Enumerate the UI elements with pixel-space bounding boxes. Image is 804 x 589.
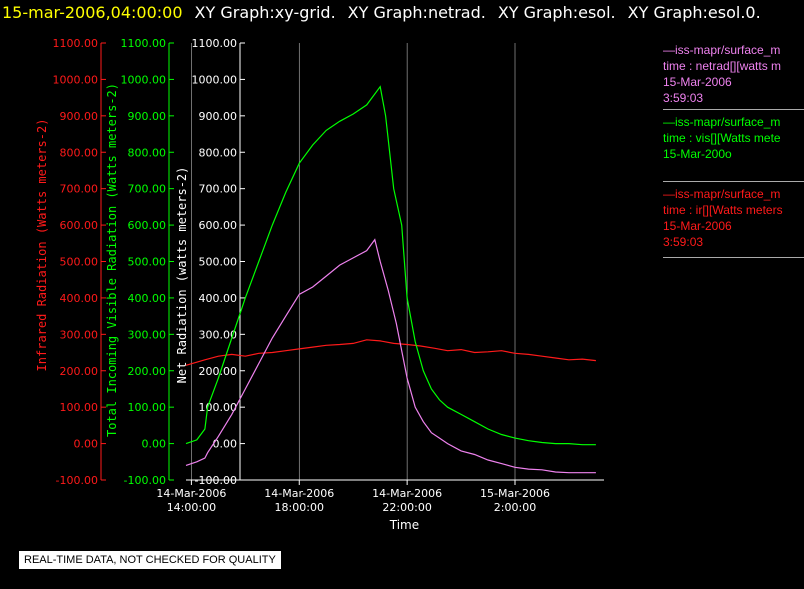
y-tick-label-vis-3: 200.00 bbox=[128, 365, 167, 378]
legend-netrad-line-2: time : netrad[][watts m bbox=[663, 59, 782, 73]
legend-ir: —iss-mapr/surface_m time : ir[][Watts me… bbox=[663, 186, 804, 258]
x-tick-label-time-2: 22:00:00 bbox=[382, 501, 431, 514]
legend-vis-line-1: —iss-mapr/surface_m bbox=[663, 115, 781, 129]
y-tick-label-ir-3: 200.00 bbox=[60, 365, 99, 378]
title-graph-xy-grid: XY Graph:xy-grid. bbox=[194, 3, 336, 22]
legend-ir-line-2: time : ir[][Watts meters bbox=[663, 203, 783, 217]
title-graph-esol-0: XY Graph:esol.0. bbox=[627, 3, 761, 22]
legend-ir-line-3: 15-Mar-2006 bbox=[663, 219, 732, 233]
y-tick-label-net-12: 1100.00 bbox=[192, 37, 238, 50]
y-tick-label-net-1: 0.00 bbox=[213, 438, 238, 451]
y-tick-label-ir-0: -100.00 bbox=[56, 474, 98, 487]
y-tick-label-vis-7: 600.00 bbox=[128, 219, 167, 232]
y-tick-label-vis-4: 300.00 bbox=[128, 328, 167, 341]
legend-vis: —iss-mapr/surface_m time : vis[][Watts m… bbox=[663, 114, 804, 182]
y-tick-label-vis-12: 1100.00 bbox=[121, 37, 167, 50]
series-line-ir bbox=[185, 339, 596, 366]
y-tick-label-vis-9: 800.00 bbox=[128, 146, 167, 159]
y-tick-label-vis-10: 900.00 bbox=[128, 110, 167, 123]
legend-netrad-line-3: 15-Mar-2006 bbox=[663, 75, 732, 89]
y-tick-label-net-3: 200.00 bbox=[199, 365, 238, 378]
x-axis-title: Time bbox=[389, 518, 419, 532]
legend-netrad-line-4: 3:59:03 bbox=[663, 91, 704, 105]
title-bar: 15-mar-2006,04:00:00 XY Graph:xy-grid. XY … bbox=[0, 0, 804, 26]
y-axis-title-net: Net Radiation (watts meters-2) bbox=[175, 167, 189, 384]
legend-ir-line-4: 3:59:03 bbox=[663, 235, 704, 249]
y-tick-label-net-5: 400.00 bbox=[199, 292, 238, 305]
y-tick-label-net-10: 900.00 bbox=[199, 110, 238, 123]
legend-separator bbox=[663, 181, 804, 182]
legend-ir-line-1: —iss-mapr/surface_m bbox=[663, 187, 781, 201]
legend-separator bbox=[663, 257, 804, 258]
series-line-net bbox=[185, 238, 596, 474]
title-time: 15-mar-2006,04:00:00 bbox=[2, 3, 183, 22]
y-tick-label-vis-6: 500.00 bbox=[128, 256, 167, 269]
x-tick-label-time-3: 2:00:00 bbox=[494, 501, 536, 514]
y-tick-label-vis-1: 0.00 bbox=[142, 438, 167, 451]
legend-netrad-line-1: —iss-mapr/surface_m bbox=[663, 43, 781, 57]
y-axis-title-vis: Total Incoming Visible Radiation (Watts … bbox=[105, 83, 119, 437]
y-tick-label-ir-8: 700.00 bbox=[60, 183, 99, 196]
y-tick-label-ir-10: 900.00 bbox=[60, 110, 99, 123]
y-tick-label-net-6: 500.00 bbox=[199, 256, 238, 269]
y-tick-label-net-7: 600.00 bbox=[199, 219, 238, 232]
y-tick-label-ir-1: 0.00 bbox=[74, 438, 99, 451]
y-tick-label-net-11: 1000.00 bbox=[192, 73, 238, 86]
series-line-vis bbox=[185, 85, 596, 446]
y-tick-label-ir-9: 800.00 bbox=[60, 146, 99, 159]
legend-vis-line-2: time : vis[][Watts mete bbox=[663, 131, 781, 145]
y-tick-label-net-4: 300.00 bbox=[199, 328, 238, 341]
y-tick-label-vis-11: 1000.00 bbox=[121, 73, 167, 86]
y-tick-label-vis-8: 700.00 bbox=[128, 183, 167, 196]
x-tick-label-time-0: 14:00:00 bbox=[167, 501, 216, 514]
y-axis-title-ir: Infrared Radiation (Watts meters-2) bbox=[35, 119, 49, 372]
y-tick-label-ir-4: 300.00 bbox=[60, 328, 99, 341]
y-tick-label-ir-2: 100.00 bbox=[60, 401, 99, 414]
y-tick-label-ir-6: 500.00 bbox=[60, 256, 99, 269]
x-tick-label-date-3: 15-Mar-2006 bbox=[480, 487, 550, 500]
y-tick-label-vis-2: 100.00 bbox=[128, 401, 167, 414]
x-tick-label-date-1: 14-Mar-2006 bbox=[264, 487, 334, 500]
title-graph-esol: XY Graph:esol. bbox=[497, 3, 616, 22]
x-tick-label-date-0: 14-Mar-2006 bbox=[156, 487, 226, 500]
title-graph-netrad: XY Graph:netrad. bbox=[347, 3, 486, 22]
y-tick-label-ir-12: 1100.00 bbox=[53, 37, 99, 50]
y-tick-label-ir-7: 600.00 bbox=[60, 219, 99, 232]
y-tick-label-ir-5: 400.00 bbox=[60, 292, 99, 305]
y-tick-label-net-8: 700.00 bbox=[199, 183, 238, 196]
y-tick-label-vis-5: 400.00 bbox=[128, 292, 167, 305]
quality-disclaimer: REAL-TIME DATA, NOT CHECKED FOR QUALITY bbox=[19, 551, 281, 569]
y-tick-label-vis-0: -100.00 bbox=[124, 474, 166, 487]
x-tick-label-time-1: 18:00:00 bbox=[275, 501, 324, 514]
y-tick-label-ir-11: 1000.00 bbox=[53, 73, 99, 86]
legend-netrad: —iss-mapr/surface_m time : netrad[][watt… bbox=[663, 42, 804, 110]
y-tick-label-net-9: 800.00 bbox=[199, 146, 238, 159]
y-tick-label-net-2: 100.00 bbox=[199, 401, 238, 414]
legend-separator bbox=[663, 109, 804, 110]
x-tick-label-date-2: 14-Mar-2006 bbox=[372, 487, 442, 500]
legend-vis-line-3: 15-Mar-200o bbox=[663, 147, 732, 161]
